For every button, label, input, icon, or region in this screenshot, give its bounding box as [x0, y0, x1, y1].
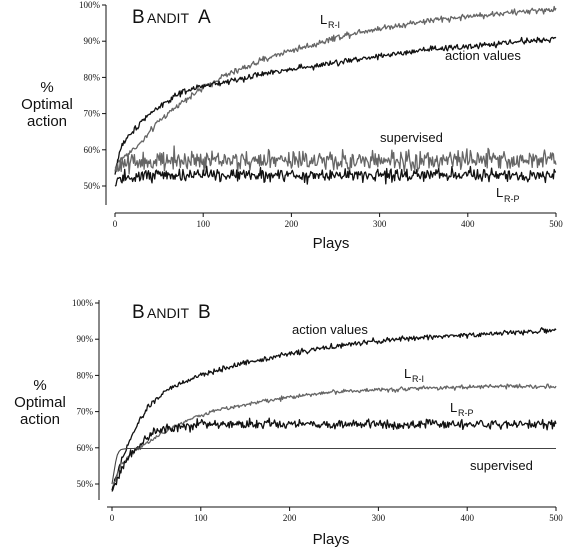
panel-b-y-tick-label: 80%	[77, 370, 94, 380]
panel-bandit-a: B ANDIT A % Optimal action Plays 50% 60% 7…	[21, 0, 563, 252]
panel-b-title: B ANDIT B	[132, 302, 211, 323]
panel-a-x-tick-label: 100	[196, 219, 210, 229]
panel-b-series	[111, 327, 557, 492]
panel-b-x-tick-label: 0	[110, 513, 115, 523]
panel-b-y-axis: 50% 60% 70% 80% 90% 100%	[72, 298, 100, 500]
panel-a-y-tick-label: 80%	[84, 72, 101, 82]
panel-a-series-action-values	[114, 36, 557, 175]
panel-b-x-tick-label: 500	[549, 513, 563, 523]
panel-a-label-supervised: supervised	[380, 130, 443, 145]
panel-b-series-action-values	[111, 327, 557, 492]
panel-a-title: B ANDIT A	[132, 7, 211, 28]
panel-a-x-tick-label: 500	[549, 219, 563, 229]
panel-a-label-lrp-main: L	[496, 185, 503, 200]
panel-a-x-tick-label: 300	[373, 219, 387, 229]
panel-b-y-title: % Optimal action	[14, 377, 66, 428]
panel-a-label-lrp-sub: R-P	[504, 194, 520, 204]
panel-b-y-title-line3: action	[20, 411, 60, 428]
panel-b-y-title-line2: Optimal	[14, 394, 66, 411]
panel-b-series-supervised	[111, 447, 556, 485]
panel-b-y-tick-label: 60%	[77, 443, 94, 453]
panel-b-y-ticks: 50% 60% 70% 80% 90% 100%	[72, 298, 99, 489]
panel-a-label-action-values: action values	[445, 48, 521, 63]
panel-a-label-lri: L R-I	[320, 12, 340, 30]
panel-b-label-lrp-main: L	[450, 400, 457, 415]
panel-b-y-tick-label: 50%	[77, 479, 94, 489]
panel-b-label-lrp: L R-P	[450, 400, 474, 418]
panel-b-x-axis: 0 100 200 300 400 500	[107, 506, 563, 523]
panel-a-y-axis: 50% 60% 70% 80% 90% 100%	[79, 0, 107, 205]
panel-a-label-lrp: L R-P	[496, 185, 520, 204]
panel-a-x-tick-label: 0	[113, 219, 118, 229]
panel-a-y-title-line3: action	[27, 113, 67, 130]
panel-b-label-lri: L R-I	[404, 366, 424, 384]
panel-a-series-l-r-i	[114, 5, 557, 169]
panel-b-title-letter: B	[198, 302, 211, 323]
panel-b-label-supervised: supervised	[470, 458, 533, 473]
panel-a-y-tick-label: 60%	[84, 145, 101, 155]
panel-a-x-tick-label: 200	[285, 219, 299, 229]
panel-b-y-title-line1: %	[33, 377, 46, 394]
panel-b-label-lrp-sub: R-P	[458, 408, 474, 418]
panel-b-annotations: action values L R-I L R-P supervised	[292, 322, 533, 473]
panel-a-y-ticks: 50% 60% 70% 80% 90% 100%	[79, 0, 106, 191]
panel-a-x-axis-title: Plays	[313, 235, 350, 252]
panel-b-x-tick-label: 200	[283, 513, 297, 523]
panel-b-y-tick-label: 70%	[77, 407, 94, 417]
panel-b-x-tick-label: 400	[460, 513, 474, 523]
panel-b-label-lri-main: L	[404, 366, 411, 381]
panel-a-x-ticks: 0 100 200 300 400 500	[113, 213, 563, 229]
panel-a-label-lri-main: L	[320, 12, 327, 27]
panel-b-x-tick-label: 100	[194, 513, 208, 523]
panel-a-series-supervised	[114, 145, 557, 175]
panel-b-y-tick-label: 90%	[77, 334, 94, 344]
panel-b-label-lri-sub: R-I	[412, 374, 424, 384]
panel-a-y-tick-label: 90%	[84, 36, 101, 46]
panel-a-x-axis: 0 100 200 300 400 500	[113, 212, 563, 229]
panel-b-y-tick-label: 100%	[72, 298, 94, 308]
panel-a-title-first: B	[132, 7, 145, 28]
panel-a-y-title-line1: %	[40, 79, 53, 96]
panel-a-series-l-r-p	[114, 165, 557, 187]
panel-a-x-tick-label: 400	[461, 219, 475, 229]
panel-b-title-rest: ANDIT	[147, 305, 189, 321]
panel-bandit-b: B ANDIT B % Optimal action Plays 50% 60% 7…	[14, 298, 563, 548]
panel-a-y-title-line2: Optimal	[21, 96, 73, 113]
panel-a-y-tick-label: 50%	[84, 181, 101, 191]
panel-b-x-tick-label: 300	[372, 513, 386, 523]
panel-a-y-title: % Optimal action	[21, 79, 73, 130]
panel-a-y-tick-label: 70%	[84, 109, 101, 119]
panel-a-title-letter: A	[198, 7, 211, 28]
panel-b-series-l-r-i	[111, 383, 557, 489]
panel-a-annotations: L R-I action values supervised L R-P	[320, 12, 521, 204]
panel-b-label-action-values: action values	[292, 322, 368, 337]
panel-a-series	[114, 5, 557, 187]
panel-b-x-ticks: 0 100 200 300 400 500	[110, 507, 563, 523]
panel-b-x-axis-title: Plays	[313, 531, 350, 548]
panel-a-y-tick-label: 100%	[79, 0, 101, 10]
panel-b-series-l-r-p	[111, 417, 557, 491]
panel-a-label-lri-sub: R-I	[328, 20, 340, 30]
panel-a-title-rest: ANDIT	[147, 10, 189, 26]
panel-b-title-first: B	[132, 302, 145, 323]
